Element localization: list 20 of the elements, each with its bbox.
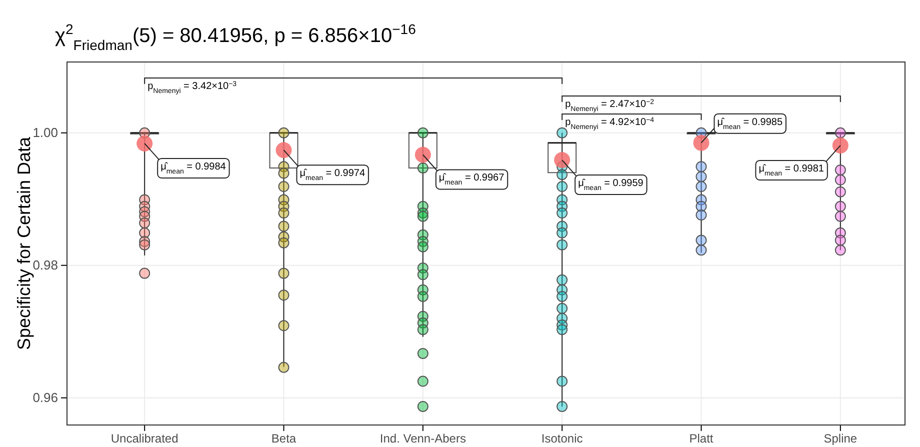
y-tick-label: 0.98 <box>32 258 58 273</box>
annotation: μ̂$_{mean}$ = 0.9981 <box>758 163 824 177</box>
annotation: p$_{Nemenyi}$ = 4.92×10$^{−4}$ <box>565 116 654 130</box>
x-tick-label: Ind. Venn-Abers <box>380 432 466 446</box>
y-tick-label: 0.96 <box>32 390 58 405</box>
annotation: p$_{Nemenyi}$ = 2.47×10$^{−2}$ <box>565 98 654 112</box>
x-tick-label: Beta <box>271 432 296 446</box>
chart-title: χ$^{2}$$_{Friedman}$(5) = 80.41956, p = 6.856×10$^{−16}$ <box>55 21 416 53</box>
annotation: μ̂$_{mean}$ = 0.9967 <box>438 172 505 186</box>
x-tick-label: Spline <box>824 432 858 446</box>
annotation: μ̂$_{mean}$ = 0.9984 <box>160 161 226 175</box>
annotation: p$_{Nemenyi}$ = 3.42×10$^{−3}$ <box>148 80 237 94</box>
y-tick-label: 1.00 <box>32 125 58 140</box>
annotation: μ̂$_{mean}$ = 0.9974 <box>300 168 366 182</box>
annotation: μ̂$_{mean}$ = 0.9985 <box>717 116 783 130</box>
y-axis-title: Specificity for Certain Data <box>14 136 34 350</box>
x-tick-label: Platt <box>689 432 714 446</box>
annotation: μ̂$_{mean}$ = 0.9959 <box>578 178 644 192</box>
x-tick-label: Isotonic <box>541 432 583 446</box>
x-tick-label: Uncalibrated <box>110 432 178 446</box>
